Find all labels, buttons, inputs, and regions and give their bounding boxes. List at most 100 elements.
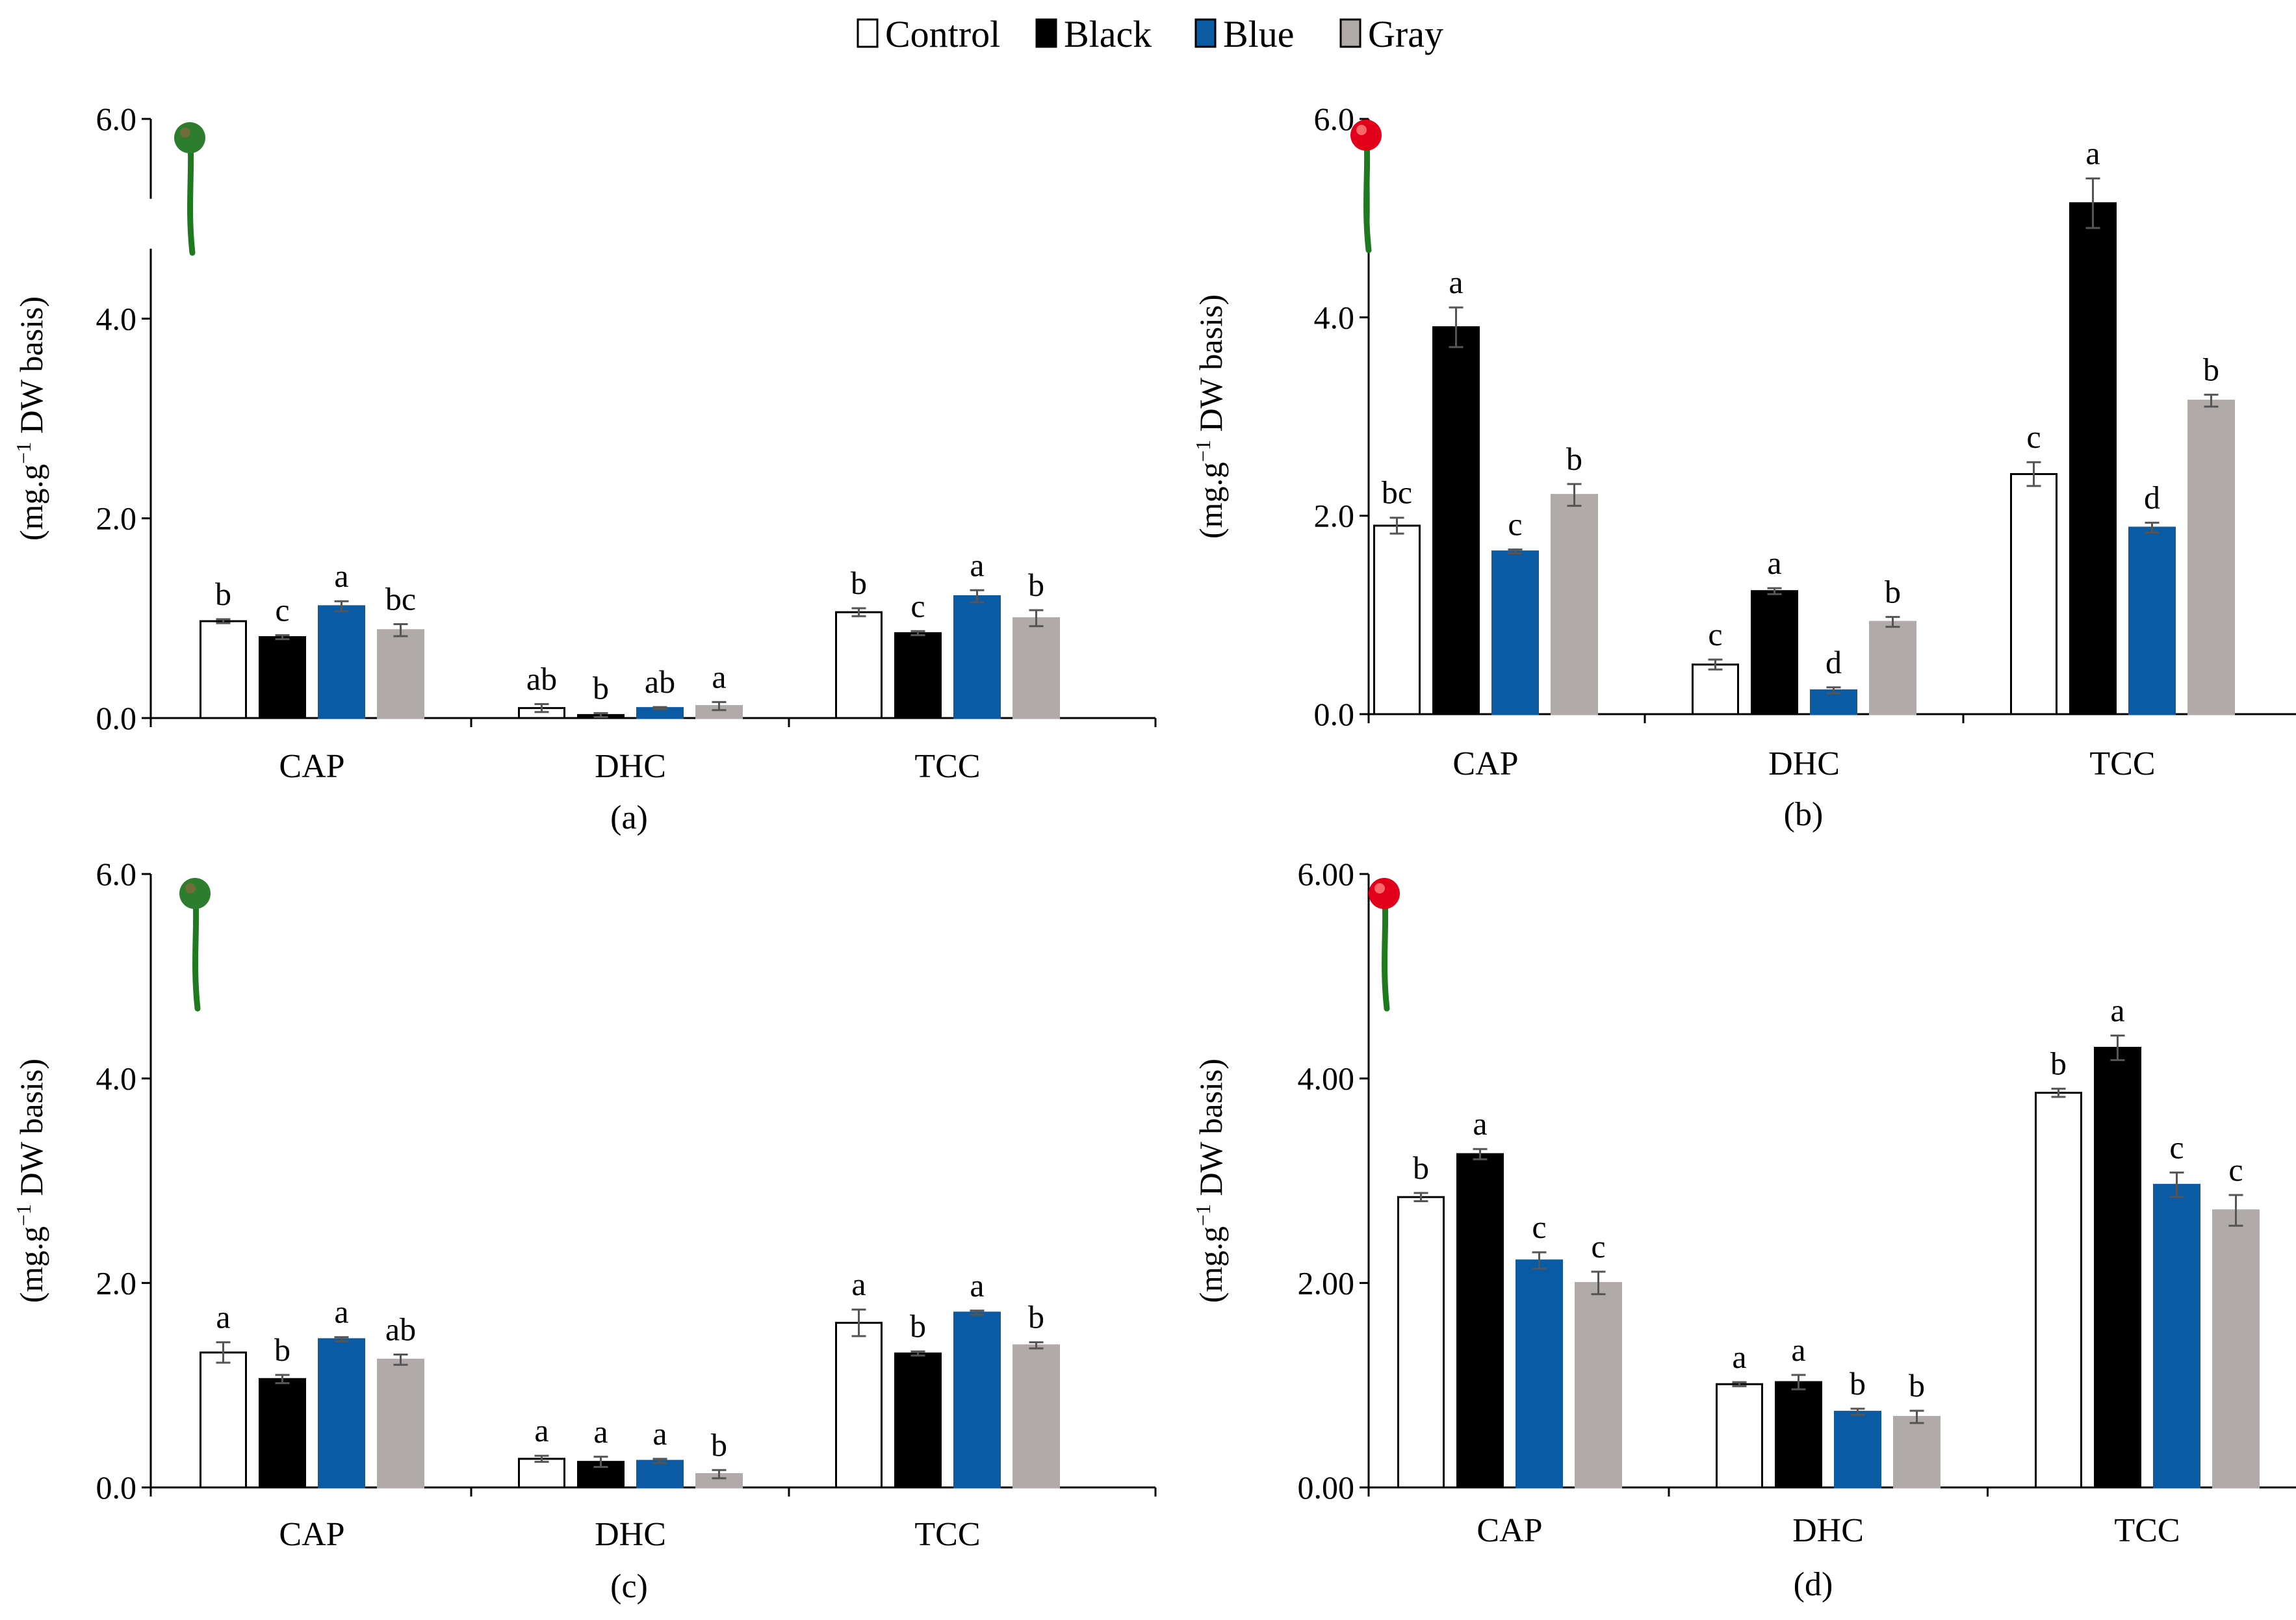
significance-letter: c [2228,1151,2243,1188]
bar-blue-tcc [2153,1183,2200,1489]
y-axis-label-prefix: (mg.g [1193,462,1229,539]
significance-letter: a [334,1294,348,1330]
bar-black-cap [259,1378,306,1489]
y-axis-label-sup: −1 [12,1204,35,1226]
bar-control-cap [1397,1196,1445,1489]
significance-letter: ab [645,663,675,700]
y-axis-label: (mg.g−1 DW basis) [1191,294,1229,539]
legend-swatch-blue [1194,18,1217,48]
bar-blue-dhc [1834,1411,1881,1489]
significance-letter: b [910,1308,926,1344]
category-label-tcc: TCC [914,1516,980,1553]
bar-black-dhc [1751,590,1798,715]
y-axis-label-prefix: (mg.g [13,464,49,541]
y-tick-label: 0.0 [1314,696,1355,732]
significance-letter: c [910,587,925,624]
bar-control-cap [200,1351,247,1489]
significance-letter: a [1767,545,1781,581]
bar-control-dhc [1716,1383,1763,1489]
y-tick-label: 4.0 [1314,299,1355,335]
significance-letter: b [1566,441,1582,477]
bar-blue-dhc [1810,689,1857,715]
category-label-dhc: DHC [1768,745,1840,782]
legend-item-black: Black [1035,13,1152,55]
legend-item-gray: Gray [1339,13,1443,55]
bar-control-tcc [835,1322,883,1489]
pepper-fruit [179,878,211,909]
y-axis-label-suffix: DW basis) [1193,294,1229,440]
bar-control-dhc [518,1458,565,1489]
significance-letter: b [1909,1367,1925,1404]
legend-item-control: Control [857,13,1000,55]
red-pepper-icon [1350,120,1382,253]
y-axis-label: (mg.g−1 DW basis) [12,1059,49,1303]
significance-letter: b [593,669,609,706]
panel-label: (a) [610,799,648,836]
category-label-tcc: TCC [2089,745,2155,782]
significance-letter: a [851,1266,866,1302]
bar-control-dhc [1692,663,1739,715]
panel-label: (c) [610,1568,648,1605]
y-tick-label: 0.00 [1298,1469,1355,1506]
significance-letter: a [970,546,984,583]
category-label-cap: CAP [1477,1512,1542,1549]
bar-blue-tcc [2128,526,2176,715]
legend-label-black: Black [1064,13,1152,55]
bar-control-tcc [835,611,883,719]
y-axis-label-prefix: (mg.g [13,1226,49,1303]
significance-letter: b [1413,1150,1429,1186]
category-label-cap: CAP [279,1516,344,1553]
y-axis-label-suffix: DW basis) [13,1059,49,1204]
bar-blue-dhc [636,1459,684,1489]
legend-swatch-control [857,18,879,48]
significance-letter: b [1028,567,1044,603]
category-label-dhc: DHC [595,1516,666,1553]
significance-letter: b [1028,1299,1044,1335]
bar-control-cap [200,620,247,719]
significance-letter: c [2169,1129,2184,1165]
y-axis-label-sup: −1 [1191,1204,1215,1226]
significance-letter: ab [385,1311,416,1347]
significance-letter: c [1508,506,1522,543]
legend-swatch-black [1035,18,1057,48]
green-pepper-icon [174,122,205,256]
y-axis-label: (mg.g−1 DW basis) [12,296,49,541]
significance-letter: a [334,558,348,594]
bar-gray-cap [377,629,424,719]
bar-gray-tcc [1013,617,1060,719]
significance-letter: b [711,1426,727,1463]
significance-letter: c [1708,616,1722,652]
y-tick-label: 0.0 [96,1469,137,1506]
significance-letter: a [216,1299,230,1335]
y-tick-label: 4.00 [1298,1061,1355,1097]
y-axis-label-suffix: DW basis) [13,296,49,442]
bar-black-dhc [1775,1381,1822,1489]
bar-blue-cap [1516,1259,1563,1489]
bar-gray-cap [1551,494,1598,715]
bar-control-tcc [2010,473,2057,715]
significance-letter: a [593,1413,608,1450]
bar-black-tcc [894,632,942,719]
panel-label: (b) [1784,796,1824,833]
pepper-highlight [185,883,196,894]
y-tick-label: 6.0 [1314,101,1355,137]
bar-control-cap [1373,524,1421,715]
bar-black-tcc [894,1352,942,1489]
y-axis-label-suffix: DW basis) [1193,1059,1229,1204]
legend-label-gray: Gray [1368,13,1443,55]
significance-letter: a [1791,1331,1805,1368]
significance-letter: a [712,658,726,695]
significance-letter: a [1449,264,1463,300]
significance-letter: b [2203,351,2219,387]
category-label-tcc: TCC [914,748,980,785]
significance-letter: c [1591,1228,1605,1265]
bar-gray-tcc [2212,1209,2260,1489]
bar-gray-cap [377,1358,424,1489]
bar-blue-tcc [953,595,1001,719]
bar-black-cap [259,636,306,719]
y-tick-label: 6.00 [1298,856,1355,892]
bar-black-cap [1432,326,1480,715]
